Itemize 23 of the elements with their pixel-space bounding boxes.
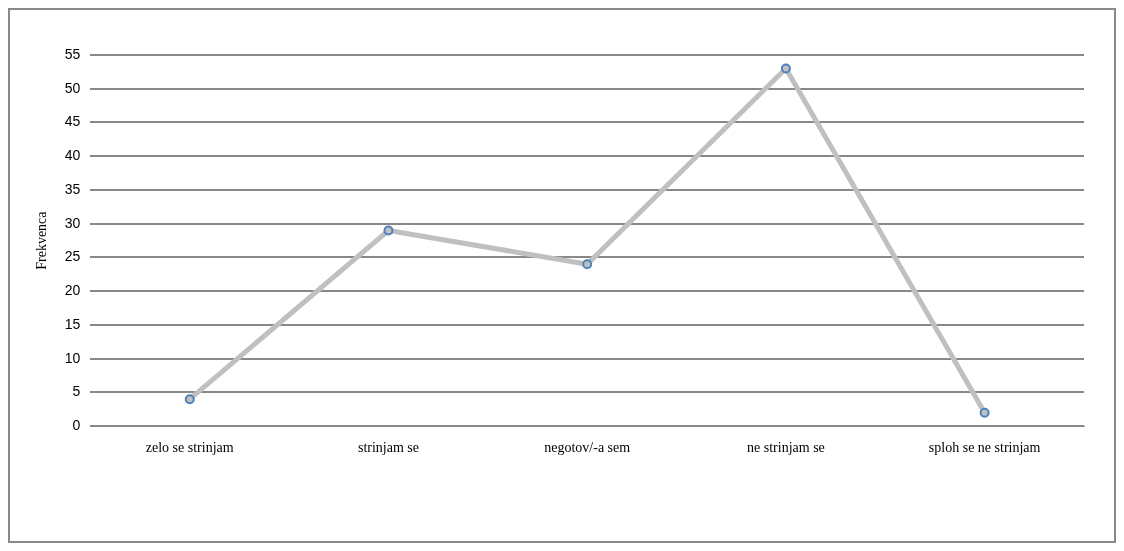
- y-tick-label: 35: [64, 180, 81, 197]
- x-tick-label: ne strinjam se: [747, 440, 825, 456]
- x-tick-label: negotov/-a sem: [544, 440, 631, 456]
- y-tick-label: 25: [64, 248, 81, 265]
- y-tick-label: 55: [64, 45, 81, 62]
- point: [383, 225, 394, 236]
- y-tick-label: 5: [72, 383, 81, 400]
- point: [184, 394, 195, 405]
- y-tick-label: 20: [64, 282, 81, 299]
- point: [979, 407, 990, 418]
- y-tick-label: 0: [72, 417, 81, 434]
- point: [582, 259, 593, 270]
- y-tick-label: 30: [64, 214, 81, 231]
- x-tick-label: strinjam se: [357, 440, 419, 456]
- y-tick-label: 15: [64, 315, 81, 332]
- y-tick-label: 40: [64, 147, 81, 164]
- x-tick-label: zelo se strinjam: [145, 440, 234, 456]
- x-tick-label: sploh se ne strinjam: [928, 440, 1041, 456]
- y-tick-label: 45: [64, 113, 81, 130]
- y-tick-label: 10: [64, 349, 81, 366]
- y-tick-label: 50: [64, 79, 81, 96]
- point: [780, 63, 791, 74]
- y-axis-title: Frekvenca: [34, 210, 50, 270]
